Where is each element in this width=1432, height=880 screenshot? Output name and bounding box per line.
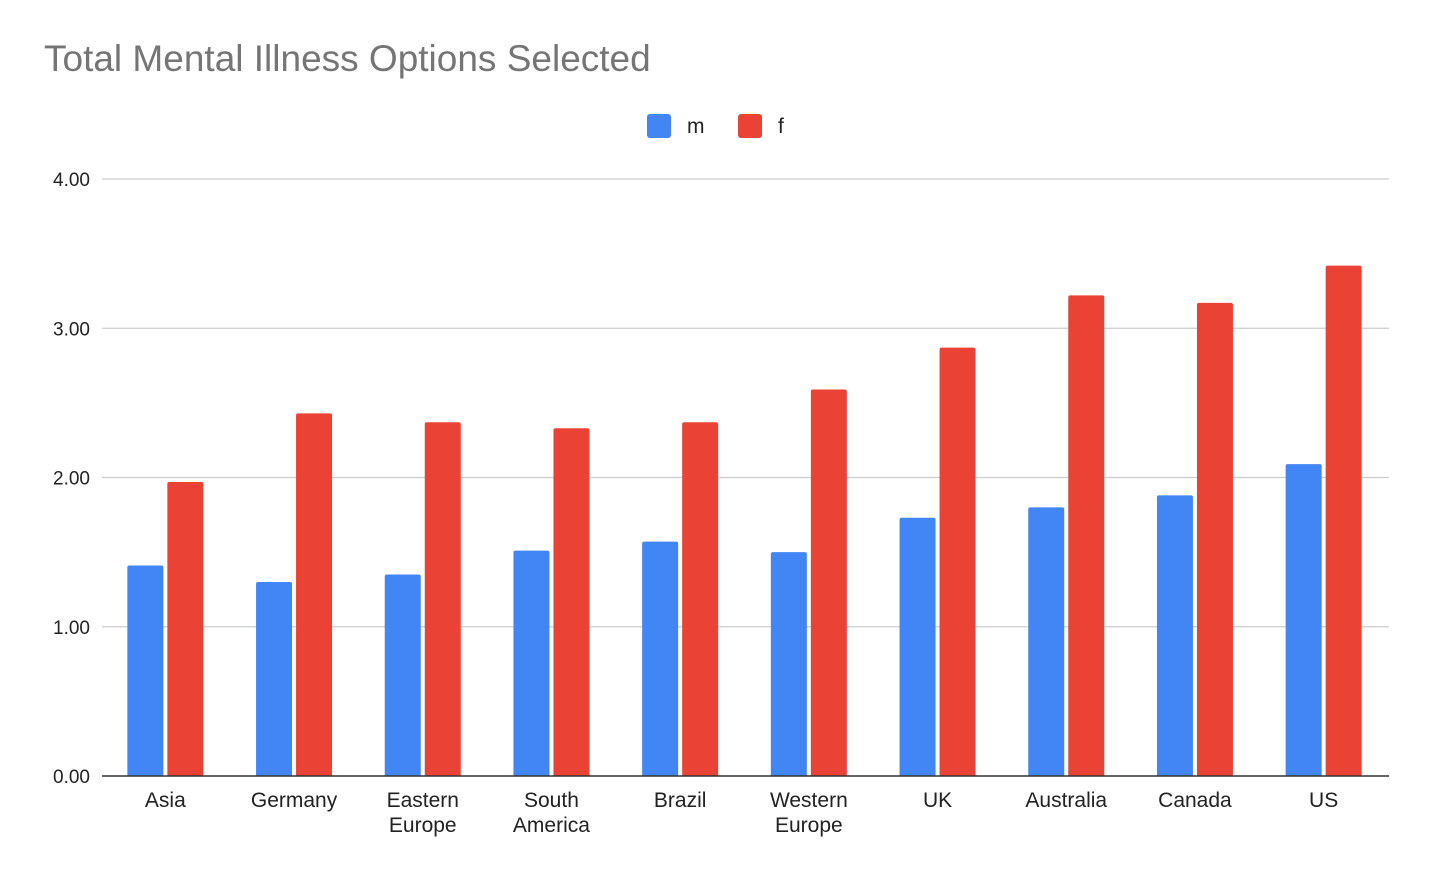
bar-f-canada: [1196, 302, 1233, 776]
bar-f-uk: [939, 347, 976, 776]
chart-title: Total Mental Illness Options Selected: [44, 38, 651, 79]
x-tick-label: Western Europe: [770, 789, 848, 837]
y-tick-label: 4.00: [53, 170, 90, 191]
bar-f-eastern-europe: [424, 422, 461, 776]
bar-m-us: [1285, 464, 1322, 776]
bar-f-brazil: [682, 422, 719, 776]
bar-m-uk: [899, 517, 936, 776]
bar-m-australia: [1028, 507, 1065, 776]
x-tick-label: UK: [923, 789, 952, 812]
y-tick-label: 1.00: [53, 618, 90, 639]
bar-m-brazil: [642, 541, 679, 776]
bar-f-us: [1325, 265, 1362, 776]
x-tick-label: Brazil: [654, 789, 707, 812]
bar-f-germany: [296, 413, 333, 776]
bar-m-germany: [256, 581, 293, 776]
x-tick-label: US: [1309, 789, 1338, 812]
bar-m-canada: [1156, 495, 1193, 776]
bar-f-australia: [1068, 295, 1105, 776]
legend-swatch-m: [647, 114, 671, 138]
x-tick-label: Eastern Europe: [387, 789, 459, 837]
bar-f-south-america: [553, 428, 590, 776]
bar-m-south-america: [513, 550, 550, 776]
bar-m-eastern-europe: [384, 574, 421, 776]
bar-f-western-europe: [810, 389, 847, 776]
bar-f-asia: [167, 481, 204, 776]
bar-m-asia: [127, 565, 164, 776]
x-tick-label: Germany: [251, 789, 338, 812]
x-tick-label: Asia: [145, 789, 186, 812]
legend-label-m: m: [687, 115, 705, 138]
y-tick-label: 3.00: [53, 319, 90, 340]
legend-swatch-f: [738, 114, 762, 138]
x-tick-label: Australia: [1025, 789, 1107, 812]
y-tick-label: 2.00: [53, 469, 90, 490]
bar-m-western-europe: [770, 552, 807, 776]
legend-label-f: f: [778, 115, 784, 138]
x-tick-label: South America: [513, 789, 590, 837]
y-tick-label: 0.00: [53, 767, 90, 788]
x-tick-label: Canada: [1158, 789, 1232, 812]
